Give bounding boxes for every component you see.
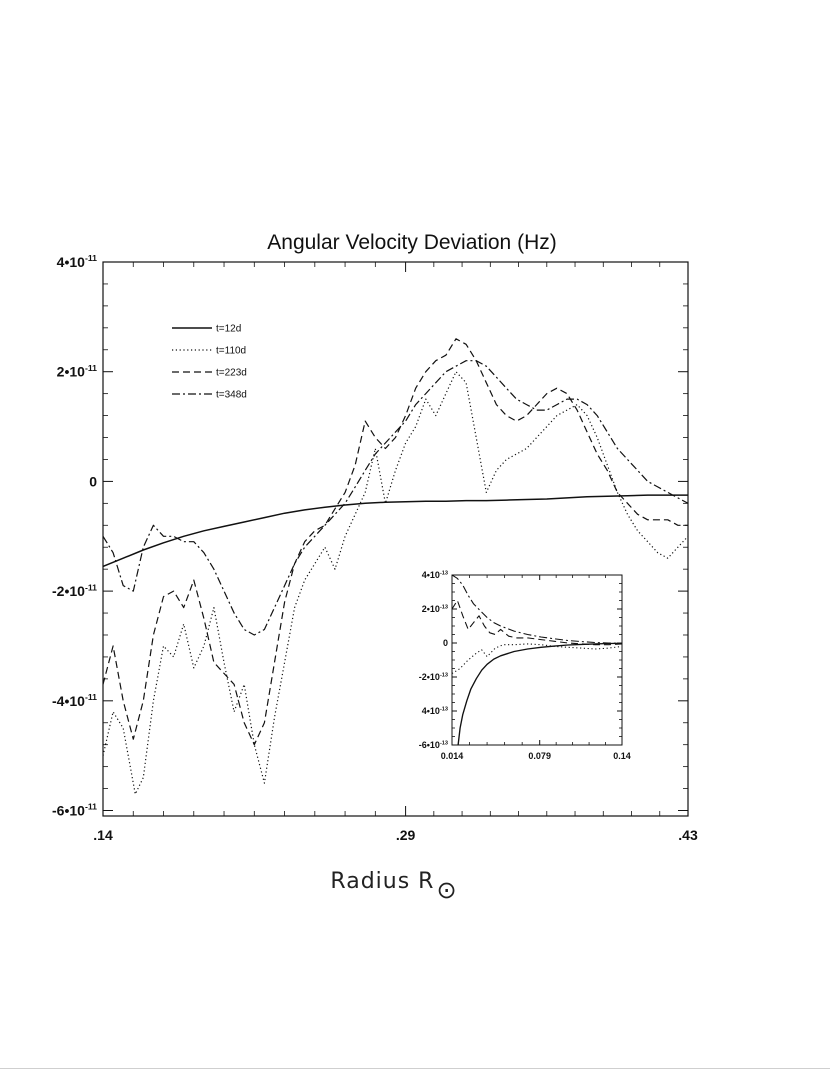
inset-y-tick-label-5: 4•10-13 [422, 706, 448, 716]
chart-title: Angular Velocity Deviation (Hz) [267, 231, 556, 254]
main-series-line-4 [103, 360, 688, 636]
main-x-tick-label-1: .14 [93, 827, 113, 843]
inset-x-tick-label-1: 0.014 [441, 751, 464, 761]
legend-label-1: t=12d [216, 324, 241, 335]
main-x-tick-label-2: .29 [396, 827, 416, 843]
inset-x-tick-label-3: 0.14 [613, 751, 631, 761]
main-y-tick-label-5: -4•10-11 [52, 692, 97, 709]
main-frame [102, 261, 689, 817]
main-x-tick-label-3: .43 [678, 827, 698, 843]
inset-background [452, 575, 622, 745]
page-bottom-rule [0, 1068, 830, 1069]
main-plot: 4•10-11 2•10-11 0 -2•10-11 -4•10-11 -6•10-11.… [52, 253, 698, 843]
inset-plot: 4•10-132•10-130-2•10-134•10-13-6•10-130.… [419, 570, 631, 761]
inset-y-tick-label-2: 2•10-13 [422, 604, 448, 614]
main-series-line-1 [103, 494, 688, 568]
main-y-tick-label-6: -6•10-11 [52, 802, 97, 819]
legend-label-4: t=348d [216, 390, 247, 401]
main-y-tick-label-1: 4•10-11 [57, 253, 97, 270]
x-axis-label-text: Radius R [330, 869, 434, 894]
inset-y-tick-label-4: -2•10-13 [419, 672, 448, 682]
inset-x-tick-label-2: 0.079 [528, 751, 551, 761]
inset-y-tick-label-1: 4•10-13 [422, 570, 448, 580]
inset-y-tick-label-6: -6•10-13 [419, 740, 448, 750]
main-y-tick-label-2: 2•10-11 [57, 363, 97, 380]
legend-label-2: t=110d [216, 346, 246, 357]
inset-y-tick-label-3: 0 [443, 638, 448, 648]
main-series-line-3 [103, 338, 688, 746]
main-y-tick-label-4: -2•10-11 [52, 582, 97, 599]
x-axis-label: Radius R⊙ [330, 869, 457, 904]
inset-series-line-1 [457, 642, 622, 745]
sun-symbol: ⊙ [436, 876, 457, 904]
main-y-tick-label-3: 0 [89, 473, 97, 489]
main-series-group [103, 338, 688, 795]
inset-series-line-4 [452, 575, 622, 644]
legend-label-3: t=223d [216, 368, 247, 379]
inset-series-group [452, 575, 622, 745]
legend: t=12d t=110d t=223d t=348d [172, 324, 247, 401]
